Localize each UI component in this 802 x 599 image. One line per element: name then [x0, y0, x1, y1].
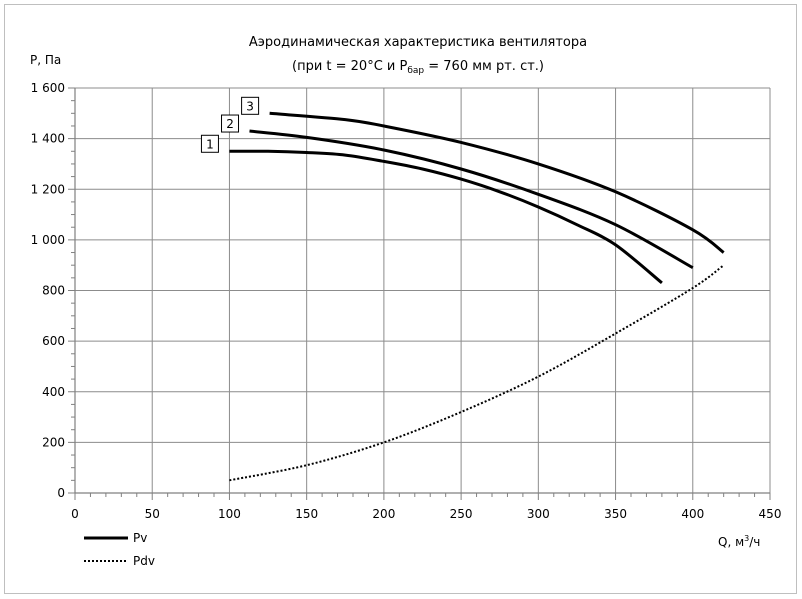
- legend-label-pv: Pv: [133, 531, 147, 545]
- axes: 0 50 100 150 200 250 300 350 400 450 0 200 400 600 800…: [31, 81, 782, 521]
- x-axis-label: Q, м3/ч: [718, 534, 760, 549]
- x-tick-label: 350: [604, 507, 627, 521]
- grid: [75, 87, 771, 493]
- x-tick-label: 50: [145, 507, 160, 521]
- y-tick-label: 200: [42, 435, 65, 449]
- series-pv-line-1: [229, 149, 663, 285]
- y-tick-label: 1 400: [31, 132, 65, 146]
- x-tick-label: 250: [450, 507, 473, 521]
- curve-label-3: 3: [246, 99, 254, 113]
- series-pv-line-3: [269, 111, 725, 254]
- x-tick-label: 0: [71, 507, 79, 521]
- series-pdv-line: [229, 264, 725, 482]
- curve-labels: 123: [200, 96, 260, 153]
- curve-label-box-2: [221, 114, 240, 133]
- x-tick-label: 300: [527, 507, 550, 521]
- x-tick-label: 100: [218, 507, 241, 521]
- y-tick-label: 1 200: [31, 182, 65, 196]
- curve-label-box-1: [200, 134, 219, 153]
- x-tick-label: 400: [681, 507, 704, 521]
- y-tick-label: 0: [57, 486, 65, 500]
- series-group: [229, 111, 725, 482]
- chart-title: Аэродинамическая характеристика вентилят…: [249, 35, 587, 50]
- y-tick-label: 1 000: [31, 233, 65, 247]
- y-tick-label: 600: [42, 334, 65, 348]
- curve-label-box-3: [241, 96, 260, 115]
- x-tick-label: 200: [372, 507, 395, 521]
- series-pv-line-2: [249, 129, 694, 270]
- x-tick-label: 450: [759, 507, 782, 521]
- curve-label-1: 1: [206, 137, 214, 151]
- y-axis-label: P, Па: [30, 53, 61, 67]
- chart-frame: [4, 4, 797, 594]
- legend: Pv Pdv: [84, 531, 155, 568]
- x-tick-label: 150: [295, 507, 318, 521]
- chart-subtitle: (при t = 20°C и Pбар = 760 мм рт. ст.): [292, 59, 544, 76]
- y-tick-label: 1 600: [31, 81, 65, 95]
- y-tick-label: 400: [42, 385, 65, 399]
- legend-label-pdv: Pdv: [133, 554, 155, 568]
- curve-label-2: 2: [226, 117, 234, 131]
- y-tick-label: 800: [42, 284, 65, 298]
